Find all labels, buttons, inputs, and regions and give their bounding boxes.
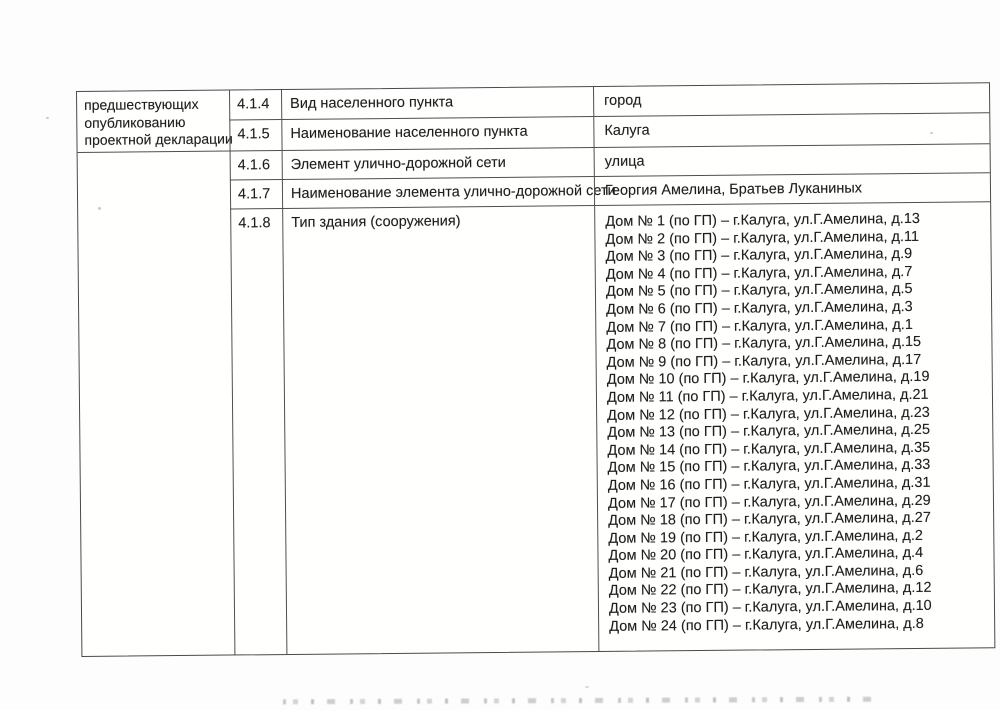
scan-speck: [46, 117, 49, 119]
declaration-table: предшествующих опубликованию проектной д…: [76, 82, 996, 657]
row-number-cell: 4.1.5: [229, 120, 282, 152]
row-value-cell: город: [592, 83, 990, 118]
row-number-cell: 4.1.6: [229, 151, 282, 181]
row-label-cell: Тип здания (сооружения): [282, 206, 599, 655]
row-value-cell: Калуга: [593, 113, 990, 149]
row-value-cell: Георгия Амелина, Братьев Луканиных: [593, 173, 991, 207]
row-label-cell: Наименование населенного пункта: [281, 117, 594, 152]
row-number-cell: 4.1.7: [229, 180, 283, 210]
row-number-cell: 4.1.4: [229, 90, 282, 121]
row-label-cell: Наименование элемента улично-дорожной се…: [281, 177, 616, 210]
row-label-cell: Вид населенного пункта: [281, 87, 594, 121]
table-cell-left-note: предшествующих опубликованию проектной д…: [77, 90, 234, 656]
left-note-line: проектной декларации: [84, 130, 233, 149]
left-note-line: предшествующих: [84, 95, 199, 113]
bleedthrough-artifact: [282, 696, 884, 705]
scan-speck: [585, 686, 589, 688]
scan-speck: [98, 207, 101, 210]
scan-speck: [930, 132, 933, 134]
row-label-cell: Элемент улично-дорожной сети: [281, 148, 594, 181]
row-value-cell: Дом № 1 (по ГП) – г.Калуга, ул.Г.Амелина…: [594, 202, 995, 652]
value-line: Дом № 24 (по ГП) – г.Калуга, ул.Г.Амелин…: [609, 615, 924, 635]
left-note-line: опубликованию: [84, 113, 186, 131]
row-value-cell: улица: [593, 144, 990, 178]
left-note-box: предшествующих опубликованию проектной д…: [77, 90, 233, 153]
row-number-cell: 4.1.8: [230, 209, 287, 655]
